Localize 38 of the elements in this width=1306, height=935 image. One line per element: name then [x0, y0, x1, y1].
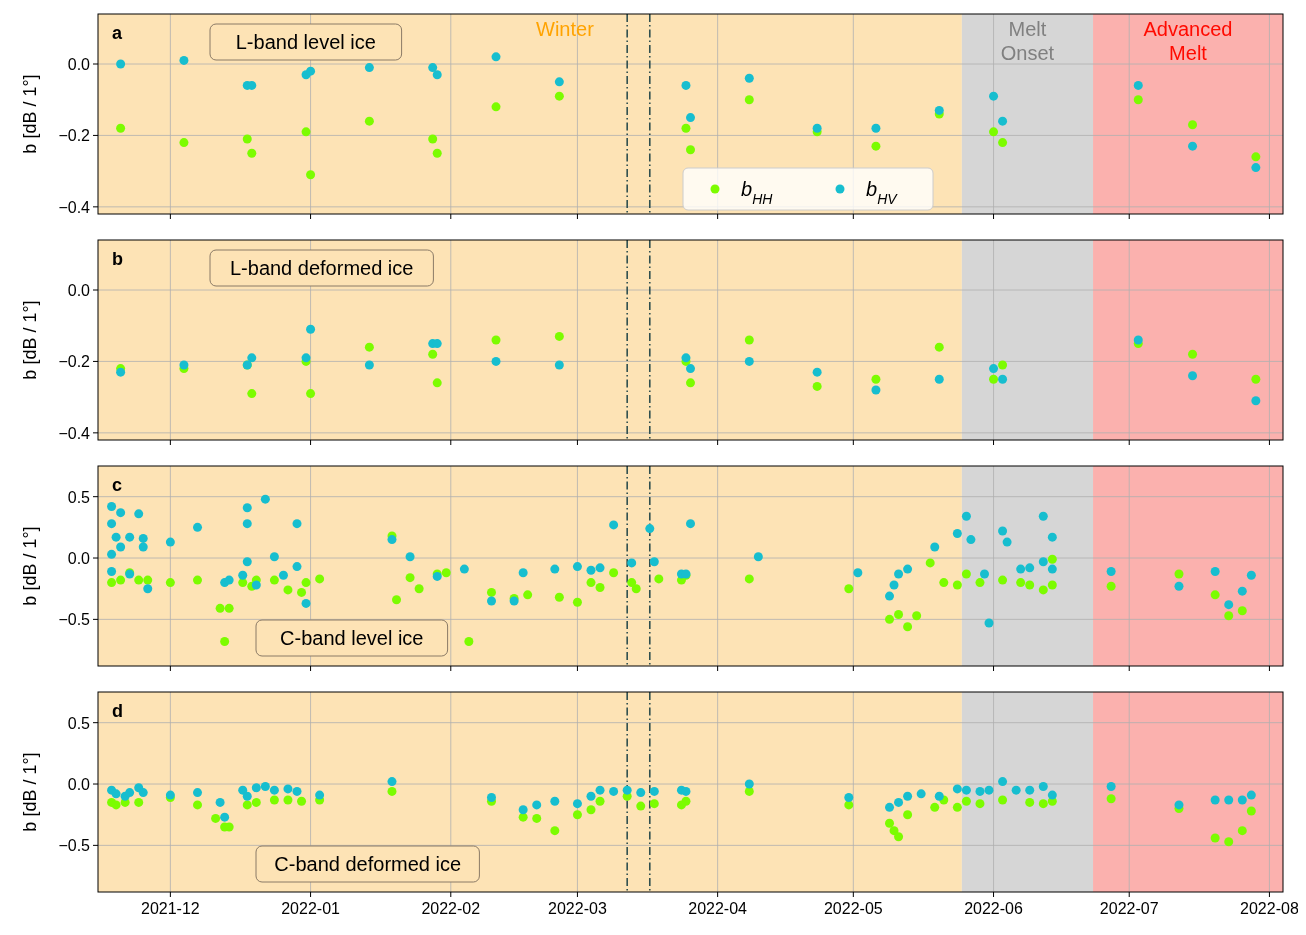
annotation: L-band deformed ice: [229, 257, 414, 279]
y-tick-label: 0.0: [67, 282, 91, 299]
annotation: c: [112, 475, 123, 495]
x-tick-label: 2022-08: [1240, 900, 1299, 917]
y-axis-title: b [dB / 1°]: [20, 74, 40, 154]
y-tick-label: −0.4: [58, 424, 91, 442]
band-label: Winter: [536, 18, 595, 40]
annotation: C-band deformed ice: [274, 853, 462, 875]
y-tick-label: −0.5: [58, 611, 91, 629]
y-tick-label: −0.2: [58, 353, 91, 371]
legend-label: b$_{HV}$: [866, 178, 899, 207]
annotation: C-band level ice: [280, 627, 424, 649]
x-tick-label: 2022-07: [1099, 900, 1159, 917]
x-tick-label: 2022-03: [548, 900, 607, 917]
y-tick-label: −0.5: [58, 837, 91, 855]
y-tick-label: 0.5: [67, 488, 91, 506]
y-axis-title: b [dB / 1°]: [20, 752, 40, 832]
y-tick-label: 0.0: [67, 550, 91, 568]
x-tick-label: 2021-12: [141, 900, 200, 917]
y-axis-title: b [dB / 1°]: [20, 300, 40, 380]
y-tick-label: −0.2: [58, 127, 91, 145]
legend-label: b$_{HH}$: [741, 178, 774, 207]
x-tick-label: 2022-05: [823, 900, 883, 917]
y-axis-title: b [dB / 1°]: [20, 526, 40, 606]
y-tick-label: 0.5: [67, 714, 91, 732]
band-label: Advanced Melt: [1143, 18, 1233, 64]
x-tick-label: 2022-04: [688, 900, 748, 917]
y-tick-label: 0.0: [67, 56, 91, 73]
y-tick-label: 0.0: [67, 776, 91, 794]
x-tick-label: 2022-06: [964, 900, 1023, 917]
annotation: b: [112, 249, 123, 269]
x-tick-label: 2022-01: [281, 900, 341, 917]
x-tick-label: 2022-02: [421, 900, 481, 917]
y-tick-label: −0.4: [58, 198, 91, 216]
annotation: d: [112, 701, 123, 721]
band-label: Melt Onset: [1000, 18, 1055, 64]
annotation: L-band level ice: [235, 31, 376, 53]
annotation: a: [112, 23, 123, 43]
